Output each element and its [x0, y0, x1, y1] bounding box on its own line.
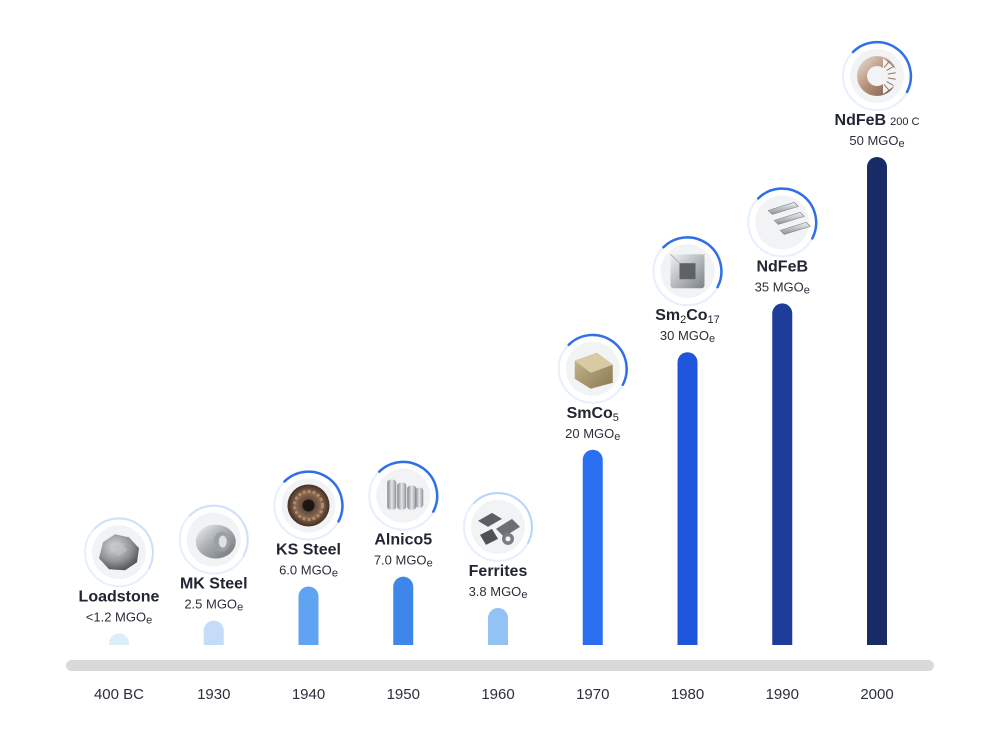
ferrite-pieces-icon — [463, 491, 533, 562]
bar-1930 — [203, 620, 224, 645]
value-label: 6.0 MGOe — [279, 562, 338, 579]
material-name-label: MK Steel — [180, 576, 248, 593]
value-label: 2.5 MGOe — [184, 597, 243, 614]
value-label: 50 MGOe — [849, 133, 904, 150]
x-tick-label: 1950 — [387, 686, 420, 703]
ndfeb-blocks-icon — [747, 187, 818, 258]
x-tick-label: 1940 — [292, 686, 325, 703]
value-label: 30 MGOe — [660, 328, 715, 345]
bar-1990 — [772, 303, 793, 645]
value-label: 3.8 MGOe — [469, 584, 528, 601]
x-tick-label: 1930 — [197, 686, 230, 703]
samarium-cube-icon — [557, 333, 628, 404]
value-label: 20 MGOe — [565, 426, 620, 443]
material-name-label: Loadstone — [79, 588, 160, 605]
material-name-label: NdFeB — [756, 258, 808, 275]
material-name-label: Sm2Co17 — [655, 307, 720, 326]
bar-1970 — [582, 449, 603, 645]
bar-1950 — [393, 576, 414, 645]
ndfeb-ring-icon — [842, 41, 913, 111]
alnico-rods-icon — [368, 460, 439, 531]
value-label: 7.0 MGOe — [374, 553, 433, 570]
bar-1980 — [677, 352, 698, 645]
material-name-label: KS Steel — [276, 541, 341, 558]
ring-magnet-icon — [273, 470, 344, 541]
x-tick-label: 1990 — [766, 686, 799, 703]
material-name-label: SmCo5 — [567, 405, 619, 424]
steel-coil-icon — [178, 504, 249, 575]
bar-2000 — [867, 157, 887, 645]
x-tick-label: 1970 — [576, 686, 609, 703]
x-tick-label: 1980 — [671, 686, 704, 703]
material-name-label: Alnico5 — [374, 532, 432, 549]
lodestone-rock-icon — [84, 517, 154, 588]
bar-1940 — [298, 586, 319, 645]
material-name-label: Ferrites — [469, 563, 528, 580]
x-tick-label: 2000 — [860, 686, 893, 703]
bar-400-bc — [109, 633, 129, 645]
x-tick-label: 400 BC — [94, 686, 144, 703]
square-magnet-icon — [652, 236, 723, 307]
x-tick-label: 1960 — [481, 686, 514, 703]
value-label: <1.2 MGOe — [86, 609, 152, 626]
axis-baseline — [66, 660, 934, 671]
material-name-label: NdFeB 200 C — [835, 112, 920, 129]
value-label: 35 MGOe — [755, 279, 810, 296]
bar-1960 — [488, 607, 508, 645]
